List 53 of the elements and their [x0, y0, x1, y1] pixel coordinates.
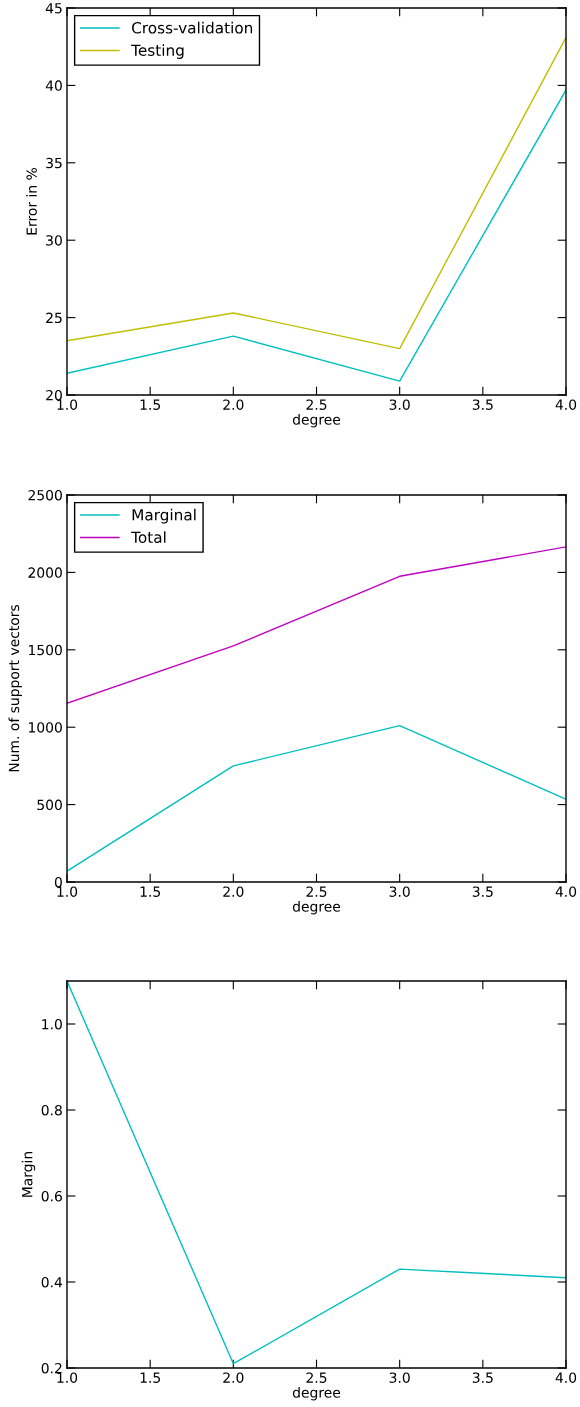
y-tick-label: 0	[54, 876, 62, 888]
x-axis-title: degree	[292, 901, 341, 915]
x-tick-label: 2.0	[223, 886, 244, 897]
y-tick-label: 2500	[28, 489, 62, 501]
line-series	[67, 546, 566, 704]
x-tick-label: 1.0	[57, 399, 78, 410]
x-tick-label: 1.5	[140, 886, 160, 897]
legend-label: Testing	[131, 44, 184, 59]
y-tick-label: 500	[37, 799, 62, 811]
x-tick-label: 3.0	[389, 1372, 410, 1383]
y-axis-title: Error in %	[26, 168, 37, 235]
y-tick-label: 45	[45, 3, 62, 14]
y-tick-label: 2000	[28, 567, 62, 578]
x-tick-label: 4.0	[555, 1372, 577, 1383]
line-series	[67, 981, 566, 1365]
line-series	[67, 89, 566, 382]
x-tick-label: 3.5	[472, 1372, 493, 1383]
y-tick-label: 35	[46, 157, 62, 169]
y-tick-label: 0.6	[41, 1190, 62, 1202]
x-tick-label: 1.5	[140, 399, 160, 410]
x-tick-label: 1.0	[57, 1372, 78, 1383]
x-tick-label: 2.5	[306, 886, 327, 897]
y-tick-label: 1500	[29, 644, 62, 656]
x-tick-label: 4.0	[555, 399, 577, 410]
x-axis-title: degree	[292, 1387, 341, 1401]
y-tick-label: 1000	[29, 722, 62, 733]
x-tick-label: 3.0	[389, 886, 410, 897]
line-series	[67, 36, 566, 350]
y-tick-label: 25	[46, 312, 62, 324]
y-tick-label: 0.8	[41, 1104, 62, 1116]
x-tick-label: 1.0	[57, 886, 78, 897]
y-tick-label: 1.0	[42, 1018, 62, 1030]
x-tick-label: 3.5	[472, 886, 493, 897]
x-axis-title: degree	[292, 414, 341, 428]
y-tick-label: 30	[46, 235, 62, 246]
line-series	[67, 724, 566, 872]
x-tick-label: 2.0	[223, 1372, 244, 1383]
y-axis-title: Margin	[21, 1151, 36, 1197]
legend-label: Marginal	[132, 508, 196, 524]
x-tick-label: 1.5	[140, 1372, 160, 1383]
x-tick-label: 2.5	[306, 1372, 327, 1383]
x-tick-label: 3.0	[389, 399, 410, 410]
x-tick-label: 4.0	[555, 886, 577, 897]
y-tick-label: 0.2	[41, 1362, 62, 1374]
x-tick-label: 3.5	[472, 399, 493, 410]
y-tick-label: 20	[46, 389, 62, 401]
y-tick-label: 0.4	[41, 1276, 63, 1288]
x-tick-label: 2.5	[306, 399, 327, 410]
y-tick-label: 40	[45, 80, 62, 91]
y-axis-title: Num. of support vectors	[8, 604, 22, 772]
x-tick-label: 2.0	[223, 399, 244, 410]
legend-label: Total	[131, 531, 166, 543]
legend-label: Cross-validation	[132, 21, 253, 34]
